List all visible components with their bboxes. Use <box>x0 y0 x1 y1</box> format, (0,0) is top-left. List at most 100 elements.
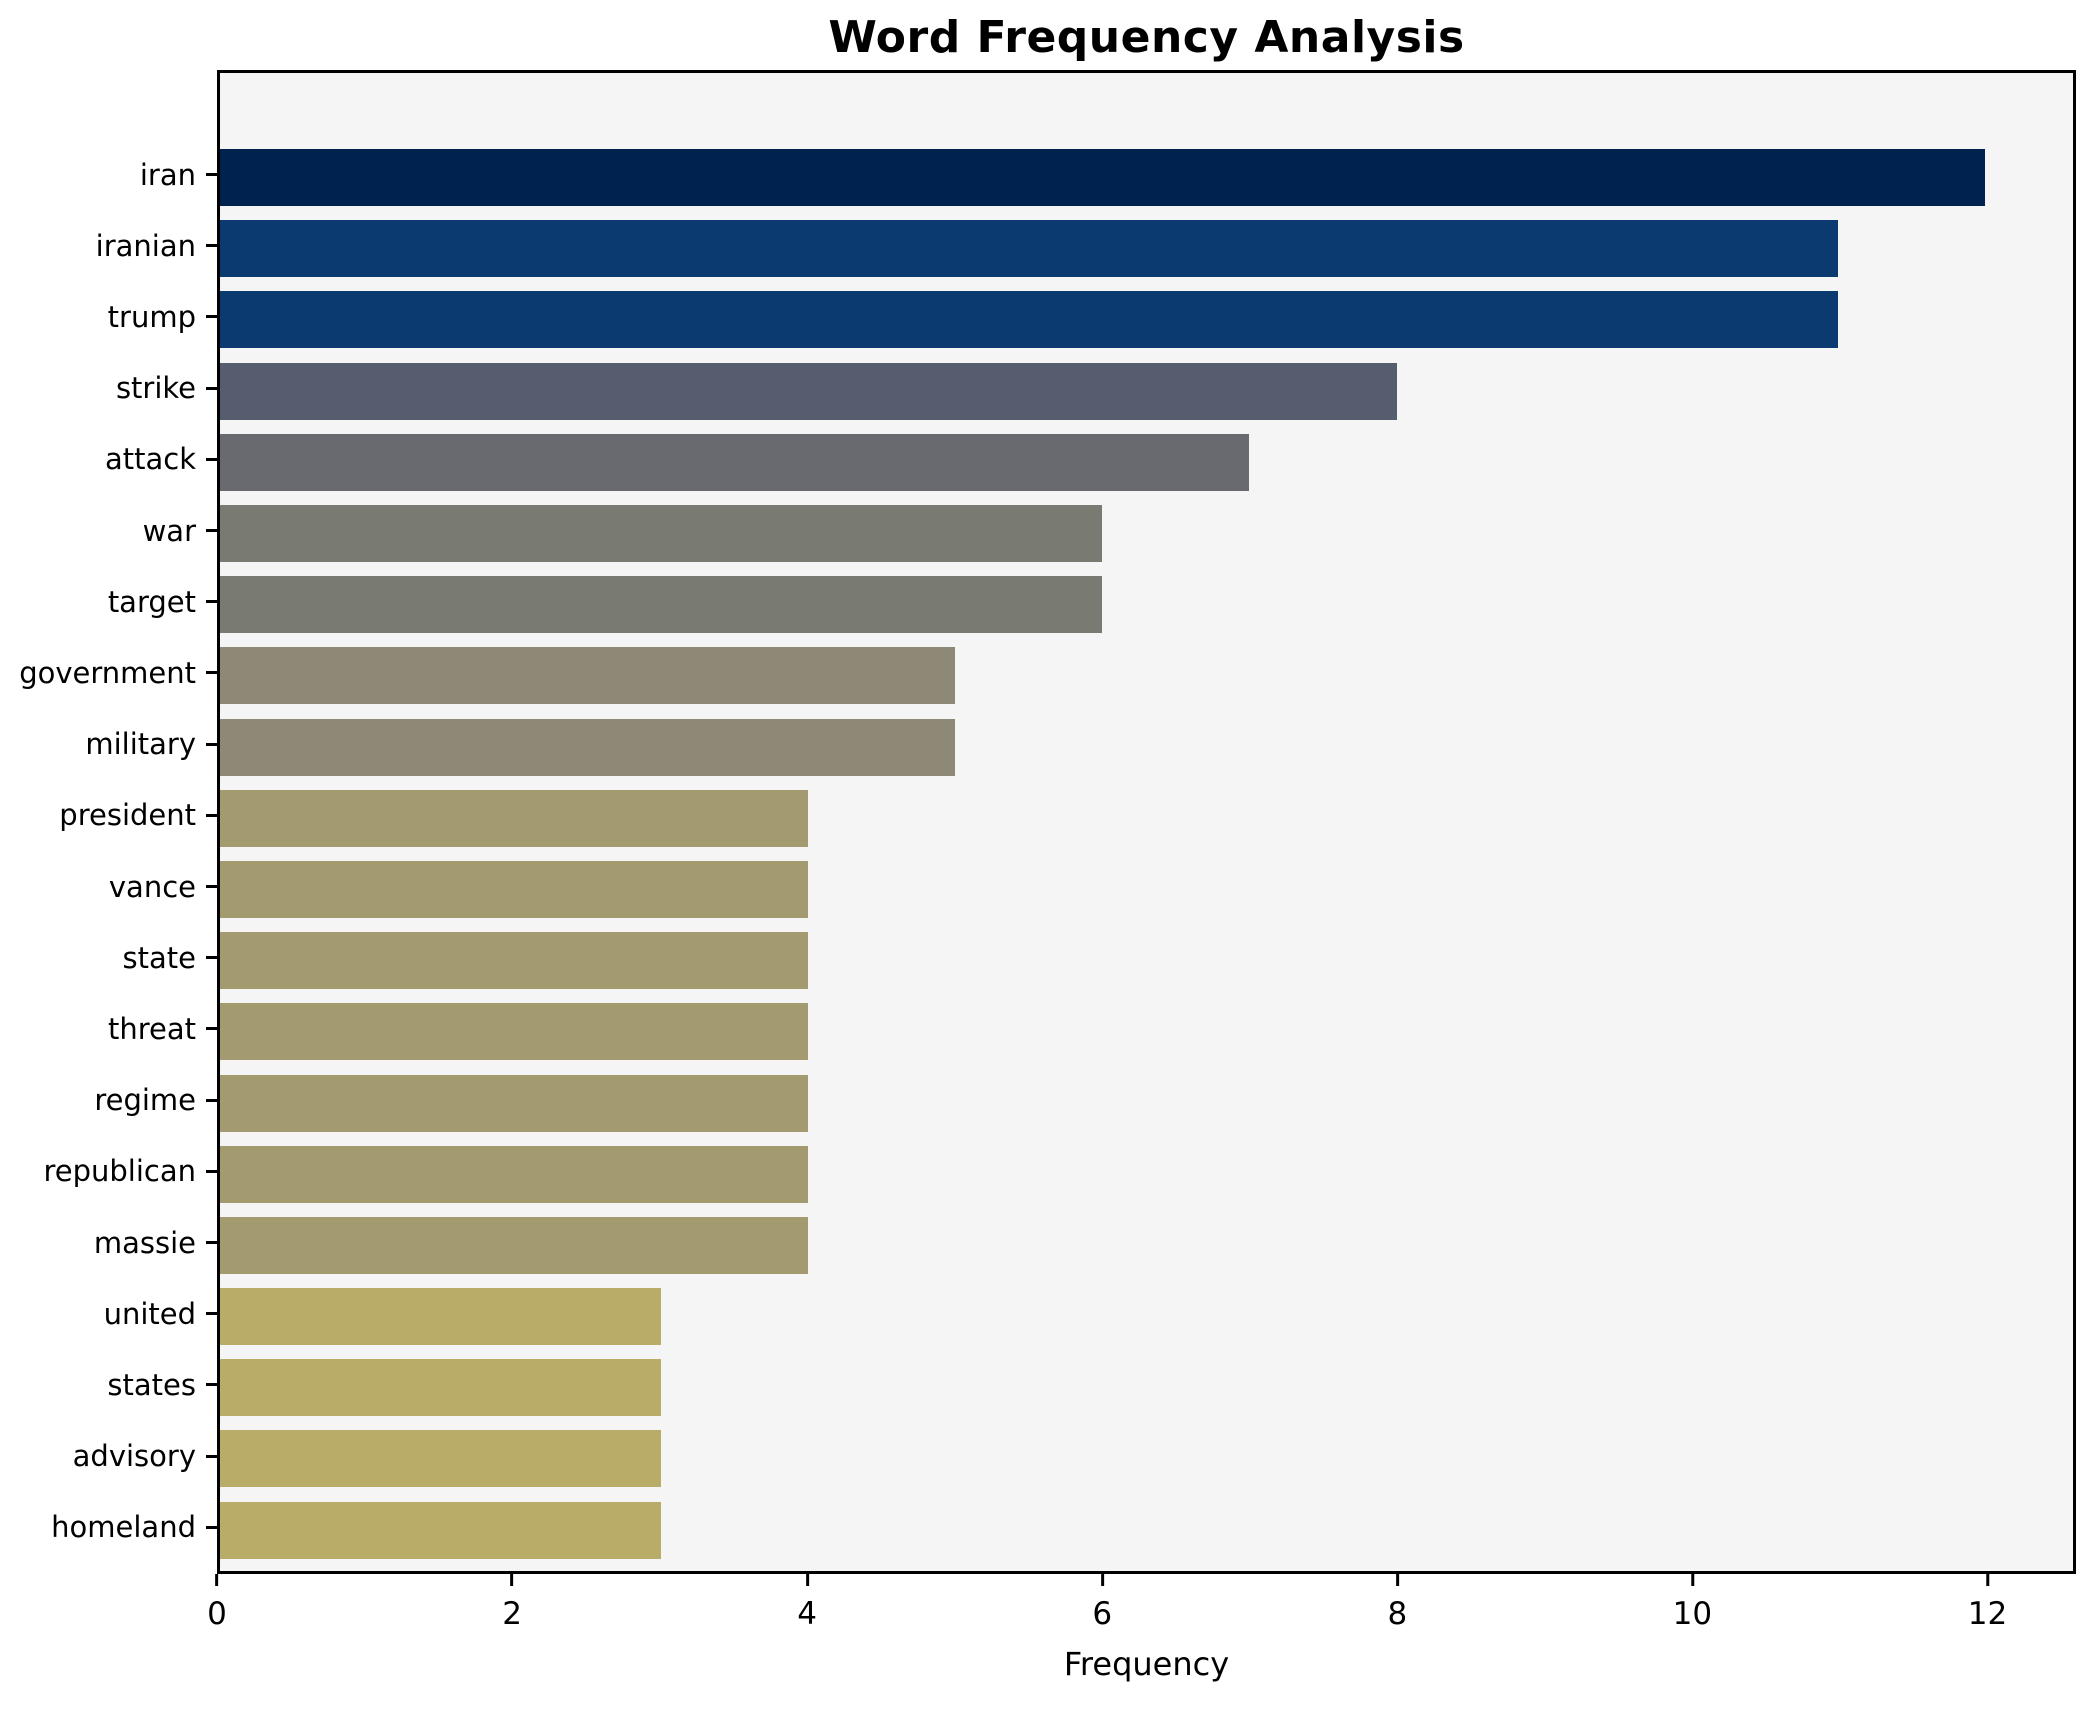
y-tick-label-attack: attack <box>104 442 196 477</box>
y-tick-label-threat: threat <box>107 1011 196 1046</box>
y-tick-label-state: state <box>122 940 196 975</box>
x-tick-mark <box>1100 1574 1104 1586</box>
x-tick-label-6: 6 <box>1092 1596 1113 1632</box>
y-tick-label-republican: republican <box>43 1154 196 1189</box>
bar-republican <box>220 1145 809 1203</box>
y-tick-mark <box>206 244 217 248</box>
y-tick-row-iranian: iranian <box>0 210 217 281</box>
y-tick-row-strike: strike <box>0 353 217 424</box>
y-tick-label-iranian: iranian <box>95 228 196 263</box>
y-tick-row-president: president <box>0 780 217 851</box>
y-tick-row-regime: regime <box>0 1065 217 1136</box>
bar-advisory <box>220 1430 662 1488</box>
bar-row-iran <box>220 142 2073 213</box>
bar-row-government <box>220 640 2073 711</box>
plot-area <box>217 70 2076 1574</box>
bar-row-military <box>220 712 2073 783</box>
y-tick-row-republican: republican <box>0 1136 217 1207</box>
y-tick-label-vance: vance <box>108 869 196 904</box>
bar-target <box>220 576 1103 634</box>
y-tick-mark <box>206 173 217 177</box>
y-tick-row-united: united <box>0 1278 217 1349</box>
bar-threat <box>220 1003 809 1061</box>
y-tick-label-massie: massie <box>93 1225 196 1260</box>
y-tick-row-target: target <box>0 566 217 637</box>
y-tick-mark <box>206 315 217 319</box>
bar-row-attack <box>220 427 2073 498</box>
y-tick-mark <box>206 1241 217 1245</box>
bar-strike <box>220 362 1397 420</box>
y-tick-mark <box>206 1027 217 1031</box>
y-tick-label-president: president <box>59 798 196 833</box>
x-tick-mark <box>1395 1574 1399 1586</box>
bar-row-advisory <box>220 1423 2073 1494</box>
y-tick-label-advisory: advisory <box>72 1439 196 1474</box>
y-tick-label-government: government <box>19 655 196 690</box>
y-tick-row-war: war <box>0 495 217 566</box>
y-tick-label-united: united <box>103 1296 196 1331</box>
y-tick-label-trump: trump <box>107 299 196 334</box>
y-tick-mark <box>206 671 217 675</box>
bar-state <box>220 932 809 990</box>
y-tick-label-war: war <box>142 513 196 548</box>
y-tick-mark <box>206 1383 217 1387</box>
bar-government <box>220 647 956 705</box>
bar-row-war <box>220 498 2073 569</box>
y-tick-row-threat: threat <box>0 993 217 1064</box>
bar-row-states <box>220 1352 2073 1423</box>
y-tick-mark <box>206 742 217 746</box>
x-tick-label-4: 4 <box>797 1596 818 1632</box>
bar-row-state <box>220 925 2073 996</box>
bar-massie <box>220 1216 809 1274</box>
y-tick-mark <box>206 956 217 960</box>
x-tick-label-12: 12 <box>1967 1596 2008 1632</box>
bar-row-target <box>220 569 2073 640</box>
y-tick-label-iran: iran <box>139 157 196 192</box>
y-tick-mark <box>206 1454 217 1458</box>
y-tick-row-trump: trump <box>0 281 217 352</box>
x-tick-0: 0 <box>207 1574 227 1632</box>
chart-title: Word Frequency Analysis <box>828 12 1465 63</box>
y-tick-row-homeland: homeland <box>0 1492 217 1563</box>
y-tick-mark <box>206 457 217 461</box>
y-tick-label-homeland: homeland <box>51 1510 196 1545</box>
bar-row-trump <box>220 284 2073 355</box>
x-tick-label-8: 8 <box>1387 1596 1408 1632</box>
x-tick-6: 6 <box>1092 1574 1112 1632</box>
bar-row-massie <box>220 1210 2073 1281</box>
x-tick-mark <box>1985 1574 1989 1586</box>
y-tick-label-regime: regime <box>94 1083 196 1118</box>
y-tick-row-military: military <box>0 709 217 780</box>
bars-container <box>220 73 2073 1571</box>
bar-row-iranian <box>220 213 2073 284</box>
y-tick-mark <box>206 813 217 817</box>
x-tick-4: 4 <box>797 1574 817 1632</box>
bar-united <box>220 1288 662 1346</box>
bar-row-united <box>220 1281 2073 1352</box>
y-tick-row-attack: attack <box>0 424 217 495</box>
y-tick-row-massie: massie <box>0 1207 217 1278</box>
y-tick-mark <box>206 386 217 390</box>
x-tick-2: 2 <box>502 1574 522 1632</box>
y-tick-row-vance: vance <box>0 851 217 922</box>
y-tick-mark <box>206 529 217 533</box>
y-tick-mark <box>206 1525 217 1529</box>
bar-states <box>220 1359 662 1417</box>
bar-vance <box>220 860 809 918</box>
x-tick-mark <box>215 1574 219 1586</box>
y-tick-mark <box>206 1169 217 1173</box>
bar-row-vance <box>220 854 2073 925</box>
bar-row-regime <box>220 1067 2073 1138</box>
y-tick-label-states: states <box>107 1367 196 1402</box>
bar-president <box>220 789 809 847</box>
bar-military <box>220 718 956 776</box>
bar-row-threat <box>220 996 2073 1067</box>
y-tick-mark <box>206 600 217 604</box>
y-tick-row-advisory: advisory <box>0 1421 217 1492</box>
x-axis-label: Frequency <box>1063 1645 1230 1683</box>
bar-row-president <box>220 783 2073 854</box>
y-tick-label-military: military <box>85 727 196 762</box>
y-tick-row-states: states <box>0 1349 217 1420</box>
y-tick-mark <box>206 885 217 889</box>
